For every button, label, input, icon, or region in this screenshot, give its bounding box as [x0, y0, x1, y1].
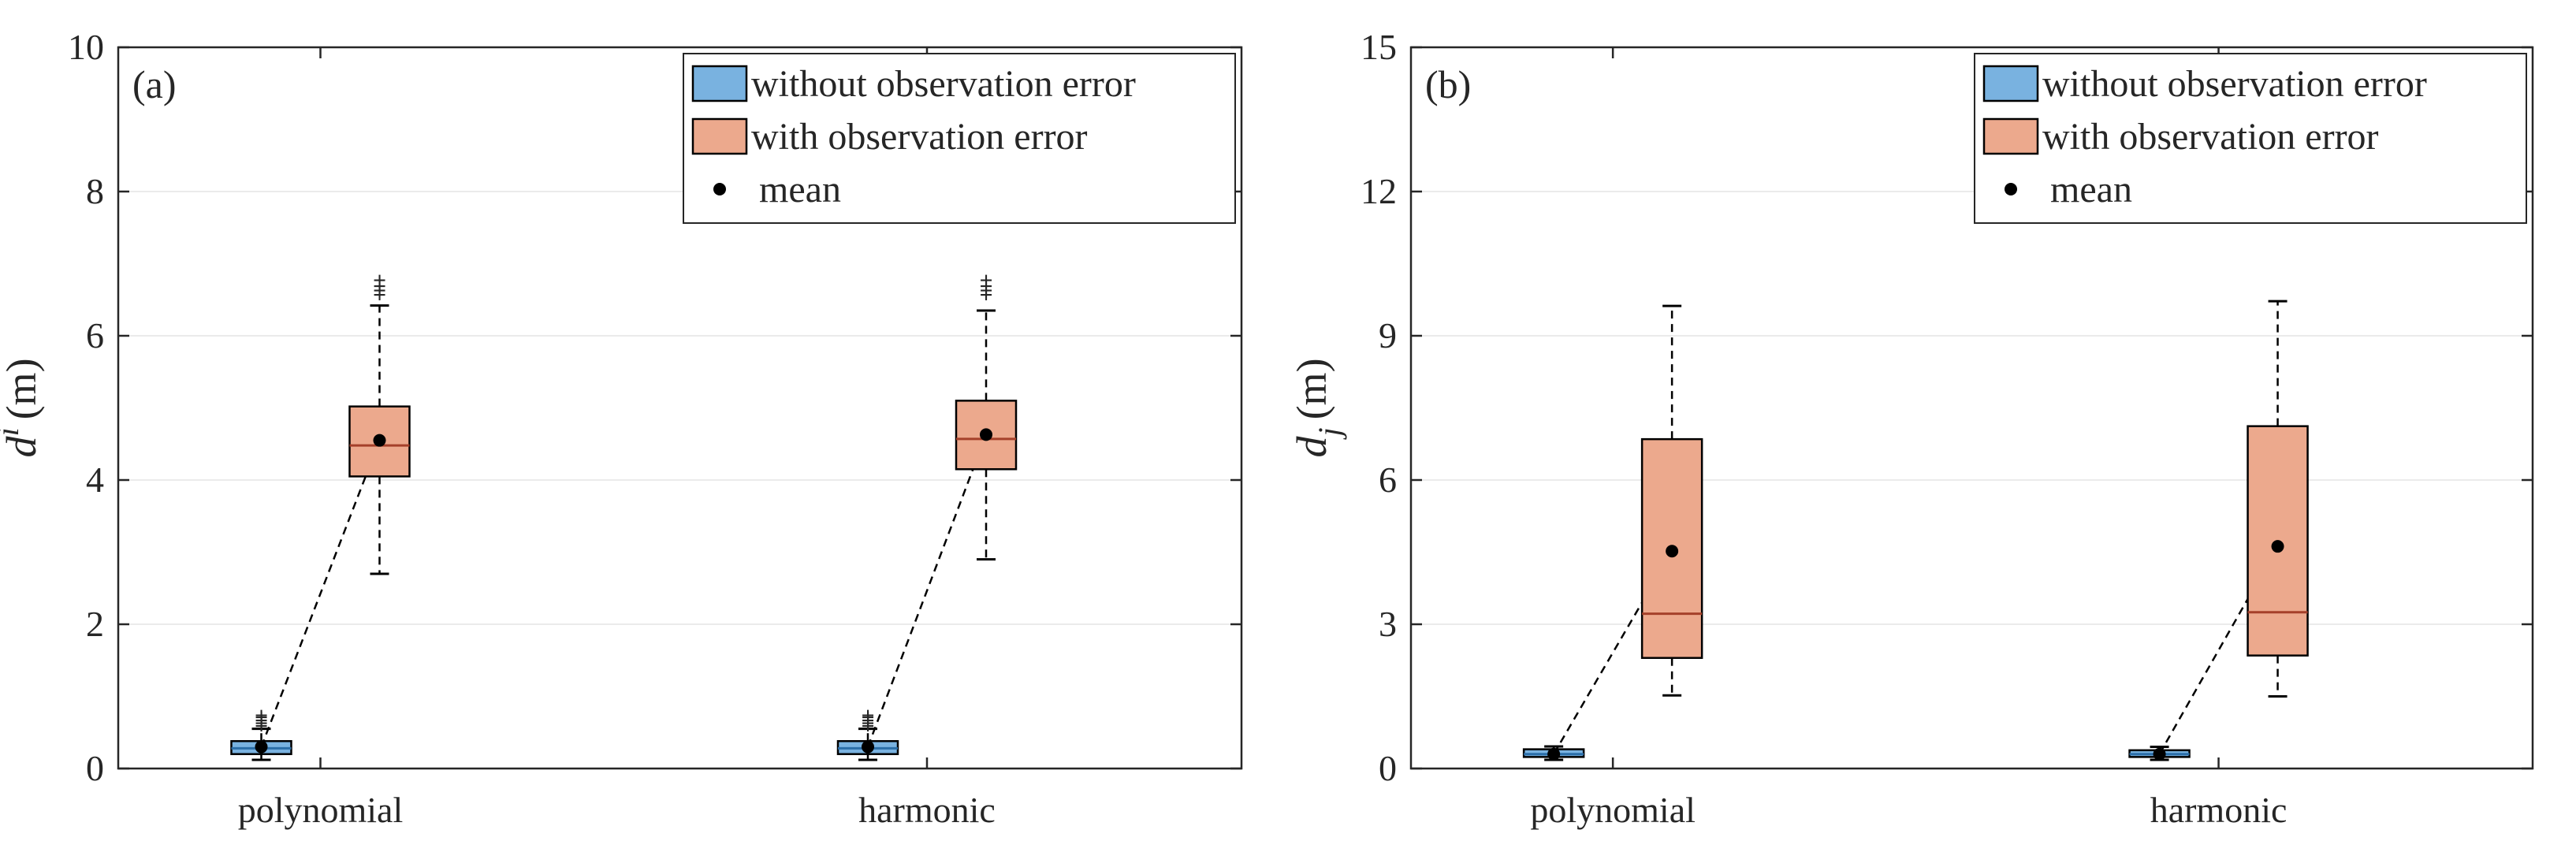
- outlier-marker: +: [255, 702, 268, 728]
- legend-marker: [713, 183, 726, 195]
- outlier-marker: +: [979, 274, 992, 300]
- legend-swatch: [1982, 117, 2039, 155]
- outlier-marker: +: [373, 282, 386, 308]
- legend-label: with observation error: [2042, 116, 2379, 158]
- y-tick-label: 15: [1361, 27, 1397, 67]
- axes-frame: [117, 46, 1243, 770]
- outlier-marker: +: [373, 268, 386, 294]
- outlier-marker: +: [861, 702, 874, 728]
- box-with-harmonic: [2247, 300, 2309, 698]
- x-tick-label: polynomial: [238, 790, 404, 830]
- legend-label: mean: [759, 169, 841, 210]
- mean-marker: [2153, 747, 2166, 761]
- outlier-marker: +: [255, 713, 268, 739]
- mean-marker: [980, 428, 992, 441]
- y-tick-label: 6: [1379, 460, 1397, 500]
- legend-swatch: [691, 117, 748, 155]
- box-without-harmonic: [2128, 746, 2191, 761]
- y-axis-label-unit: (m): [0, 358, 45, 419]
- y-tick-label: 0: [86, 748, 104, 788]
- y-tick-label: 6: [86, 315, 104, 355]
- outlier-marker: +: [979, 268, 992, 294]
- y-tick-label: 2: [86, 604, 104, 644]
- outlier-marker: +: [861, 710, 874, 736]
- legend-box: [683, 53, 1236, 224]
- mean-marker: [1666, 545, 1679, 558]
- panel-b: 0 3 6 9 12 15 polynomial harmonic (b) dj (m) withou…: [1288, 27, 2534, 830]
- mean-marker: [373, 434, 386, 447]
- box-without-polynomial: [1522, 745, 1585, 761]
- mean-marker: [2271, 540, 2284, 553]
- legend-label: without observation error: [2042, 63, 2427, 105]
- legend-item: with observation error: [691, 116, 1088, 158]
- y-tick-label: 3: [1379, 604, 1397, 644]
- y-axis-label-symbol: d: [1288, 436, 1335, 458]
- mean-marker: [255, 740, 268, 754]
- y-tick-label: 12: [1361, 171, 1397, 211]
- y-axis-label: di (m): [0, 358, 45, 457]
- outlier-marker: +: [255, 705, 268, 731]
- box-with-polynomial: [1640, 304, 1703, 697]
- outlier-marker: +: [861, 705, 874, 731]
- legend-marker: [2005, 183, 2017, 195]
- legend-item: mean: [2005, 169, 2132, 210]
- outlier-marker: +: [979, 277, 992, 303]
- mean-connector-line: [866, 434, 988, 747]
- mean-connector-line: [260, 440, 381, 747]
- x-tick-label: harmonic: [858, 790, 996, 830]
- x-tick-label: polynomial: [1530, 790, 1696, 830]
- legend: without observation error with observatio…: [683, 53, 1236, 224]
- legend-swatch: [1982, 65, 2039, 102]
- legend-item: without observation error: [1982, 63, 2427, 105]
- y-tick-label: 0: [1379, 748, 1397, 788]
- y-tick-label: 8: [86, 171, 104, 211]
- legend-item: without observation error: [691, 63, 1136, 105]
- mean-marker: [862, 740, 874, 754]
- outlier-marker: +: [255, 710, 268, 736]
- panel-label: (b): [1425, 62, 1471, 106]
- box-without-harmonic: +++++: [836, 702, 899, 761]
- legend-item: mean: [713, 169, 841, 210]
- legend: without observation error with observatio…: [1974, 53, 2527, 224]
- y-axis-label-superscript: i: [0, 427, 25, 436]
- x-tick-label: harmonic: [2150, 790, 2288, 830]
- panel-label: (a): [132, 62, 177, 106]
- y-tick-label: 9: [1379, 315, 1397, 355]
- y-axis-label: dj (m): [1288, 358, 1347, 457]
- y-axis-label-symbol: d: [0, 436, 45, 458]
- y-tick-label: 10: [68, 27, 104, 67]
- legend-box: [1974, 53, 2527, 224]
- mean-marker: [1547, 747, 1561, 761]
- axes-frame: [1409, 46, 2534, 770]
- outlier-marker: +: [373, 274, 386, 300]
- legend-label: with observation error: [751, 116, 1088, 158]
- box-with-harmonic: ++++: [955, 268, 1018, 561]
- outlier-marker: +: [979, 282, 992, 308]
- legend-label: mean: [2050, 169, 2132, 210]
- legend-swatch: [691, 65, 748, 102]
- box-with-polynomial: ++++: [348, 268, 411, 575]
- outlier-marker: +: [255, 708, 268, 734]
- legend-label: without observation error: [751, 63, 1136, 105]
- outlier-marker: +: [373, 277, 386, 303]
- outlier-marker: +: [861, 713, 874, 739]
- y-axis-label-unit: (m): [1288, 358, 1335, 419]
- y-tick-label: 4: [86, 460, 104, 500]
- box-without-polynomial: +++++: [230, 702, 292, 761]
- legend-item: with observation error: [1982, 116, 2379, 158]
- outlier-marker: +: [861, 708, 874, 734]
- y-axis-label-subscript: j: [1312, 427, 1347, 440]
